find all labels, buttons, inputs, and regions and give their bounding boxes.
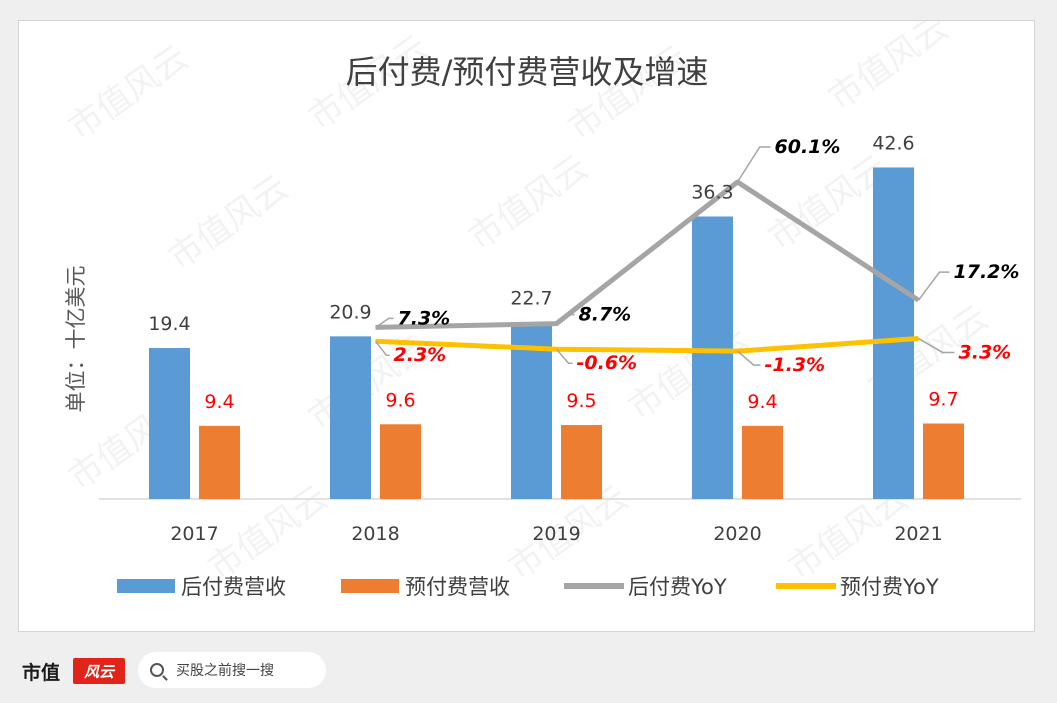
legend-swatch [117, 579, 175, 593]
line-data-label: 7.3% [398, 307, 451, 329]
line-data-label: 8.7% [579, 304, 632, 326]
watermark-text: 市值风云 [161, 168, 295, 279]
bar-data-label: 9.4 [747, 391, 777, 413]
search-placeholder[interactable]: 买股之前搜一搜 [176, 663, 274, 679]
legend-label: 预付费YoY [840, 575, 939, 599]
lines [374, 146, 955, 366]
label-leader [737, 350, 761, 366]
line-data-label: -0.6% [577, 352, 638, 374]
line-data-label: 3.3% [959, 341, 1012, 363]
x-tick-label: 2018 [351, 523, 399, 545]
x-tick-label: 2019 [532, 523, 580, 545]
bar [923, 423, 964, 499]
line-data-label: -1.3% [765, 354, 826, 376]
x-tick-label: 2021 [894, 523, 942, 545]
label-leader [374, 340, 390, 356]
bar [149, 348, 190, 499]
label-leader [375, 317, 394, 329]
legend-label: 后付费营收 [181, 575, 286, 599]
bar-data-label: 9.4 [204, 391, 234, 413]
bar-data-label: 19.4 [148, 313, 190, 335]
bars [149, 167, 964, 499]
bar [692, 216, 733, 499]
footer: 市值 风云 买股之前搜一搜 [0, 640, 1057, 703]
label-leader [918, 337, 955, 354]
line-series [375, 336, 919, 354]
x-tick-label: 2020 [713, 523, 761, 545]
bar-data-label: 22.7 [510, 287, 552, 309]
legend-label: 后付费YoY [628, 575, 727, 599]
search-icon [150, 663, 164, 677]
bar [199, 425, 240, 499]
line-series [375, 179, 920, 330]
x-tick-label: 2017 [170, 523, 218, 545]
chart-card: 市值风云 市值风云 市值风云 市值风云 市值风云 市值风云 市值风云 市值风云 市值风云 市值风云… [18, 20, 1035, 632]
label-leader [556, 313, 575, 325]
y-axis-label: 单位：十亿美元 [64, 266, 88, 413]
watermark-text: 市值风云 [621, 318, 755, 429]
legend: 后付费营收 预付费营收 后付费YoY 预付费YoY [117, 575, 939, 599]
legend-label: 预付费营收 [405, 575, 510, 599]
chart-title: 后付费/预付费营收及增速 [346, 53, 709, 91]
search-box[interactable]: 买股之前搜一搜 [138, 652, 326, 688]
line-data-label: 2.3% [394, 344, 447, 366]
watermark-text: 市值风云 [61, 38, 195, 149]
line-data-label: 17.2% [954, 261, 1020, 283]
labels: 2017 2018 2019 2020 2021 19.4 20.9 22.7 36.3 42.6… [148, 132, 1019, 545]
label-leader [555, 348, 573, 364]
watermark-text: 市值风云 [821, 21, 955, 118]
bar-data-label: 20.9 [329, 301, 371, 323]
legend-swatch [341, 579, 399, 593]
bar [873, 167, 914, 499]
bar-data-label: 42.6 [872, 132, 914, 154]
bar [511, 322, 552, 499]
bar-data-label: 9.7 [928, 389, 958, 411]
bar-data-label: 36.3 [691, 181, 733, 203]
bar [742, 425, 783, 499]
bar [380, 424, 421, 499]
brand-logo: 风云 [73, 658, 125, 684]
bar-data-label: 9.6 [385, 389, 415, 411]
bar [561, 425, 602, 499]
label-leader [917, 271, 950, 301]
label-leader [736, 146, 771, 183]
bar-data-label: 9.5 [566, 390, 596, 412]
line-data-label: 60.1% [775, 136, 841, 158]
watermark-text: 市值风云 [461, 148, 595, 259]
bar [330, 336, 371, 499]
brand-name: 市值 [22, 662, 61, 684]
